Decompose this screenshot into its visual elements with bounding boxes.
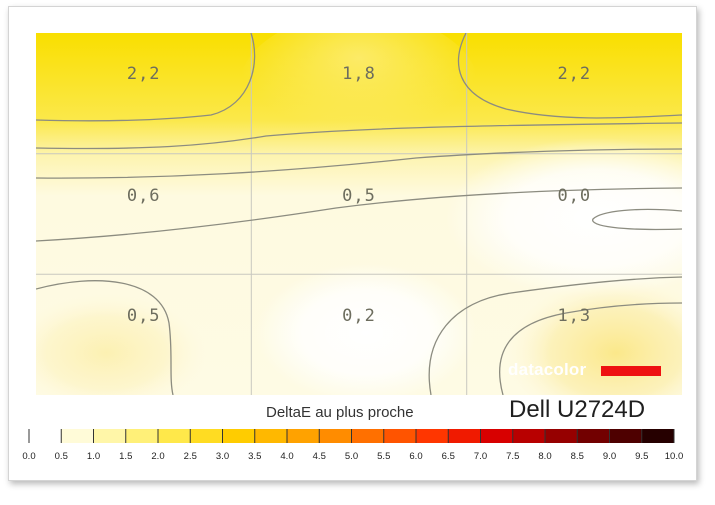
scale-swatch — [29, 429, 62, 443]
contour-inner-ellipse — [592, 208, 682, 231]
scale-tick-label: 10.0 — [664, 451, 684, 462]
scale-tick-label: 9.0 — [602, 451, 617, 462]
scale-tick-label: 8.0 — [538, 451, 552, 462]
scale-tick-label: 2.5 — [183, 451, 197, 462]
scale-tick-label: 5.0 — [344, 451, 359, 462]
scale-swatch — [641, 429, 675, 443]
contour-bottom-left — [36, 280, 174, 395]
scale-tick-label: 5.5 — [377, 451, 391, 462]
legend-title: DeltaE au plus proche — [266, 404, 414, 421]
scale-swatch — [480, 429, 514, 443]
scale-tick-label: 1.5 — [119, 451, 133, 462]
scale-tick-label: 0.0 — [22, 451, 36, 462]
scale-tick-label: 6.5 — [441, 451, 455, 462]
contour-band-lower — [36, 148, 682, 179]
scale-swatch — [93, 429, 127, 443]
scale-swatch — [416, 429, 449, 443]
scale-tick-label: 3.5 — [248, 451, 262, 462]
datacolor-logo: datacolor — [508, 360, 587, 379]
scale-swatch — [383, 429, 417, 443]
scale-tick-label: 4.0 — [280, 451, 294, 462]
cell-value-r2c1: 0,6 — [126, 186, 161, 206]
scale-tick-label: 3.0 — [215, 451, 230, 462]
heatmap-svg — [36, 33, 682, 395]
scale-tick-label: 9.5 — [635, 451, 649, 462]
scale-tick-label: 2.0 — [151, 451, 165, 462]
scale-tick-label: 8.5 — [570, 451, 584, 462]
contour-top-right — [458, 33, 682, 119]
scale-tick-label: 1.0 — [86, 451, 101, 462]
cell-value-r2c2: 0,5 — [342, 186, 376, 206]
contour-top-left — [36, 33, 256, 122]
scale-swatch — [577, 429, 610, 443]
scale-tick-label: 0.5 — [54, 451, 68, 462]
scale-swatch — [222, 429, 256, 443]
contour-bottom-right-inner — [499, 302, 682, 395]
cell-value-r1c1: 2,2 — [126, 64, 161, 84]
contour-band-upper — [36, 122, 682, 150]
cell-value-r1c3: 2,2 — [557, 64, 592, 84]
cell-value-r2c3: 0,0 — [557, 186, 592, 206]
heatmap-plot: 2,2 1,8 2,2 0,6 0,5 0,0 0,5 0,2 1,3 data… — [36, 33, 682, 395]
cell-value-r1c2: 1,8 — [342, 64, 376, 84]
scale-tick-label: 6.0 — [409, 451, 423, 462]
scale-swatch — [254, 429, 288, 443]
scale-swatch — [61, 429, 94, 443]
contour-bottom-right-outer — [428, 276, 682, 395]
scale-swatch — [609, 429, 643, 443]
contour-middle — [36, 187, 682, 242]
cell-value-r3c2: 0,2 — [342, 306, 376, 326]
scale-swatch — [125, 429, 159, 443]
datacolor-logo-bar — [601, 366, 661, 376]
scale-swatch — [448, 429, 481, 443]
scale-swatch — [512, 429, 546, 443]
cell-value-r3c1: 0,5 — [126, 306, 161, 326]
scale-tick-label: 4.5 — [312, 451, 326, 462]
scale-swatch — [545, 429, 578, 443]
monitor-name: Dell U2724D — [509, 396, 646, 423]
scale-tick-label: 7.0 — [473, 451, 488, 462]
scale-swatch — [319, 429, 352, 443]
scale-swatch — [190, 429, 223, 443]
scale-tick-label: 7.5 — [506, 451, 520, 462]
cell-value-r3c3: 1,3 — [557, 306, 592, 326]
scale-swatch — [287, 429, 320, 443]
scale-swatch — [351, 429, 385, 443]
scale-swatch — [158, 429, 191, 443]
